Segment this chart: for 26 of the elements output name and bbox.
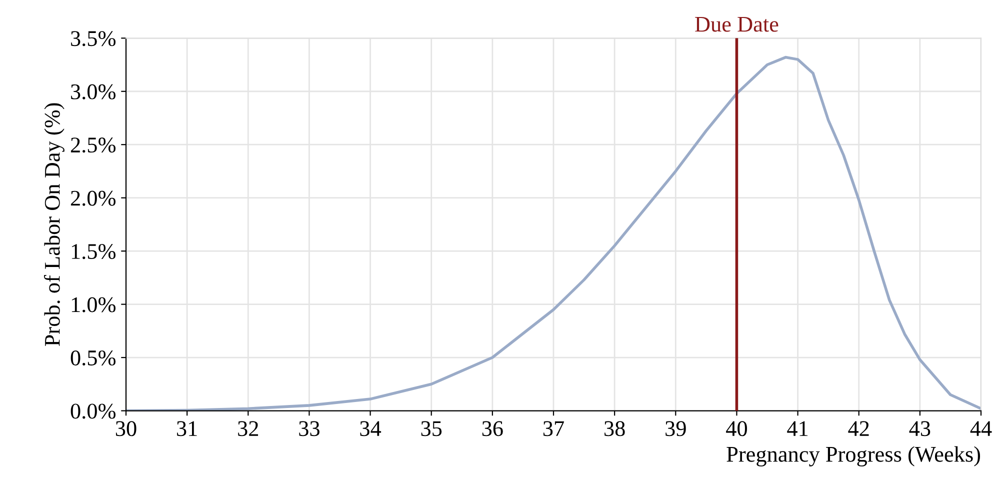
x-tick-label: 39 xyxy=(666,421,686,436)
y-tick-label: 1.5% xyxy=(72,244,116,260)
y-tick-label: 0.0% xyxy=(70,404,116,419)
y-tick-label: 1.0% xyxy=(72,297,116,312)
x-tick-label: 31 xyxy=(177,421,197,436)
y-tick-label: 3.5% xyxy=(71,31,116,46)
x-tick-label: 30 xyxy=(116,421,136,436)
x-tick-label: 38 xyxy=(604,421,625,436)
x-tick-label: 33 xyxy=(299,421,320,436)
x-tick-label: 36 xyxy=(482,421,503,436)
y-tick-label: 3.0% xyxy=(71,84,116,100)
x-tick-label: 43 xyxy=(909,421,930,436)
ref-line-label: Due Date xyxy=(695,16,778,32)
x-tick-label: 35 xyxy=(421,421,442,436)
y-tick-label: 0.5% xyxy=(70,350,116,366)
x-tick-label: 41 xyxy=(787,421,808,436)
y-tick-label: 2.5% xyxy=(70,138,116,153)
x-tick-label: 34 xyxy=(360,421,382,436)
x-tick-label: 44 xyxy=(970,421,992,436)
x-tick-label: 37 xyxy=(543,421,564,436)
y-tick-label: 2.0% xyxy=(70,190,116,206)
x-axis-title: Pregnancy Progress (Weeks) xyxy=(726,446,980,466)
x-tick-label: 32 xyxy=(238,421,258,436)
y-axis-title: Prob. of Labor On Day (%) xyxy=(44,103,64,346)
x-tick-label: 40 xyxy=(726,421,747,436)
x-tick-label: 42 xyxy=(848,421,869,436)
